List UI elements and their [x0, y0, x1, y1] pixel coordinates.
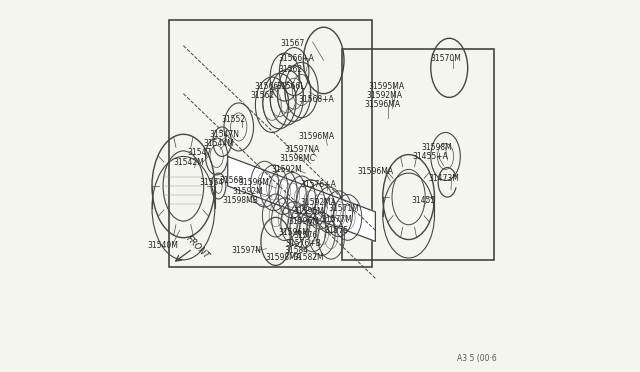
- Text: 31576+B: 31576+B: [285, 239, 321, 248]
- Text: 31595MA: 31595MA: [369, 82, 404, 91]
- Text: 31597NA: 31597NA: [284, 145, 319, 154]
- Text: 31570M: 31570M: [430, 54, 461, 63]
- Text: 31568+A: 31568+A: [298, 95, 334, 104]
- Text: 31595M: 31595M: [294, 207, 324, 217]
- Text: 31592MA: 31592MA: [367, 91, 403, 100]
- Text: 31568: 31568: [220, 176, 243, 185]
- Text: A3 5 (00·6: A3 5 (00·6: [458, 354, 497, 363]
- Text: 31554: 31554: [199, 178, 223, 187]
- Text: 31582M: 31582M: [294, 253, 324, 263]
- Polygon shape: [228, 157, 376, 241]
- Text: 31598MC: 31598MC: [280, 154, 316, 163]
- Text: 31566L: 31566L: [276, 82, 305, 91]
- Text: 31562: 31562: [278, 65, 303, 74]
- Text: 31596MA: 31596MA: [357, 167, 394, 176]
- Text: 31598MB: 31598MB: [223, 196, 259, 205]
- Text: 31566: 31566: [254, 82, 278, 91]
- Text: 31592MA: 31592MA: [300, 198, 336, 207]
- Text: 31542M: 31542M: [173, 157, 204, 167]
- Bar: [168, 20, 372, 267]
- Text: 31596M: 31596M: [238, 178, 269, 187]
- Text: 31566+A: 31566+A: [278, 54, 314, 63]
- Bar: [342, 49, 493, 260]
- Text: 31547: 31547: [188, 148, 212, 157]
- Text: 31455: 31455: [412, 196, 435, 205]
- Text: 31584: 31584: [284, 246, 308, 255]
- Text: 31592M: 31592M: [271, 165, 302, 174]
- Text: 31473M: 31473M: [428, 174, 459, 183]
- Text: 31592M: 31592M: [232, 187, 264, 196]
- Text: 31576+A: 31576+A: [300, 180, 336, 189]
- Text: 31544M: 31544M: [203, 139, 234, 148]
- Text: 31455+A: 31455+A: [413, 152, 449, 161]
- Text: 31562: 31562: [251, 91, 275, 100]
- Text: 31571M: 31571M: [328, 203, 360, 213]
- Text: FRONT: FRONT: [185, 234, 211, 260]
- Text: 31567: 31567: [280, 39, 305, 48]
- Text: 31540M: 31540M: [148, 241, 179, 250]
- Text: 31596MA: 31596MA: [298, 132, 334, 141]
- Text: 31575: 31575: [324, 226, 349, 235]
- Text: 31598M: 31598M: [421, 143, 452, 152]
- Text: 31596M: 31596M: [278, 228, 310, 237]
- Text: 31596MA: 31596MA: [365, 100, 401, 109]
- Text: 31552: 31552: [221, 115, 245, 124]
- Text: 31596M: 31596M: [288, 217, 319, 225]
- Text: 31598MA: 31598MA: [265, 253, 301, 263]
- Text: 31577M: 31577M: [321, 215, 352, 224]
- Text: 31576: 31576: [293, 231, 317, 240]
- Text: 31547N: 31547N: [209, 130, 239, 139]
- Text: 31597N: 31597N: [231, 246, 261, 255]
